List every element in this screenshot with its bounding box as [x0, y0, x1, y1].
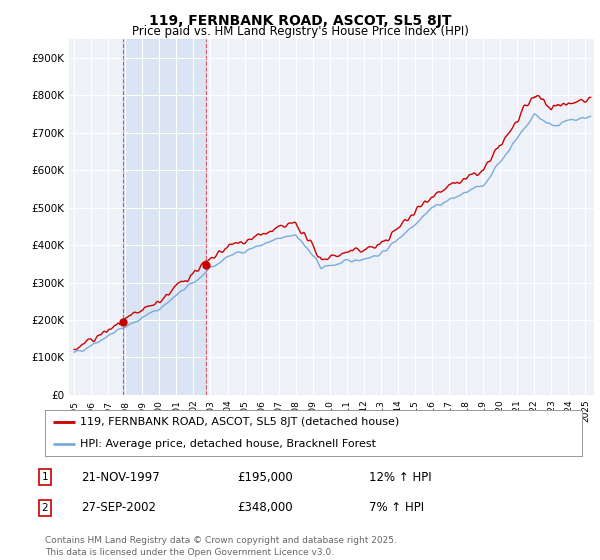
- Text: 119, FERNBANK ROAD, ASCOT, SL5 8JT (detached house): 119, FERNBANK ROAD, ASCOT, SL5 8JT (deta…: [80, 417, 399, 427]
- Text: 21-NOV-1997: 21-NOV-1997: [81, 470, 160, 484]
- Text: 27-SEP-2002: 27-SEP-2002: [81, 501, 156, 515]
- Text: 7% ↑ HPI: 7% ↑ HPI: [369, 501, 424, 515]
- Text: 12% ↑ HPI: 12% ↑ HPI: [369, 470, 431, 484]
- Text: Contains HM Land Registry data © Crown copyright and database right 2025.
This d: Contains HM Land Registry data © Crown c…: [45, 536, 397, 557]
- Text: £348,000: £348,000: [237, 501, 293, 515]
- Text: £195,000: £195,000: [237, 470, 293, 484]
- Text: 1: 1: [41, 472, 49, 482]
- Text: Price paid vs. HM Land Registry's House Price Index (HPI): Price paid vs. HM Land Registry's House …: [131, 25, 469, 38]
- Text: 2: 2: [41, 503, 49, 513]
- Text: HPI: Average price, detached house, Bracknell Forest: HPI: Average price, detached house, Brac…: [80, 438, 376, 449]
- Text: 119, FERNBANK ROAD, ASCOT, SL5 8JT: 119, FERNBANK ROAD, ASCOT, SL5 8JT: [149, 14, 451, 28]
- Bar: [124, 39, 206, 395]
